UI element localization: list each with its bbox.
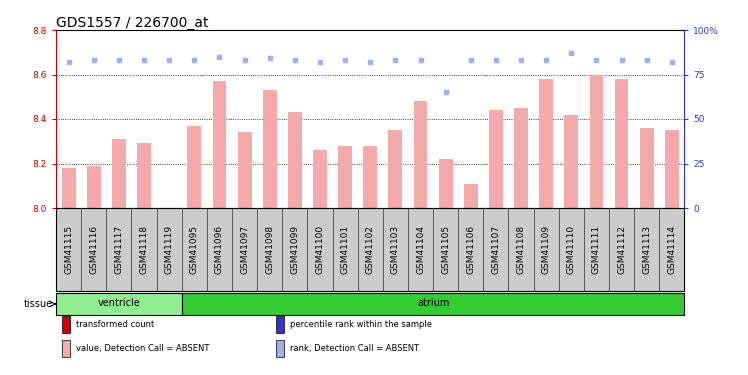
Text: GSM41107: GSM41107 [491,225,500,274]
Text: GSM41109: GSM41109 [542,225,551,274]
Bar [464,183,478,208]
Bar [188,126,201,208]
Bar [276,316,283,333]
Text: GSM41106: GSM41106 [466,225,475,274]
Text: rank, Detection Call = ABSENT: rank, Detection Call = ABSENT [289,344,419,353]
Bar [640,128,654,208]
Bar [62,316,70,333]
Text: atrium: atrium [417,298,450,309]
Text: GSM41095: GSM41095 [190,225,199,274]
Bar [414,101,427,208]
Bar [62,340,70,357]
FancyBboxPatch shape [182,293,684,315]
Text: GSM41097: GSM41097 [240,225,249,274]
Text: tissue: tissue [24,299,53,309]
Bar [276,340,283,357]
Text: GSM41096: GSM41096 [215,225,224,274]
Bar [263,90,277,208]
Bar [62,168,76,208]
Text: percentile rank within the sample: percentile rank within the sample [289,320,432,329]
Bar [87,166,101,208]
Text: GSM41118: GSM41118 [140,225,149,274]
Text: GSM41099: GSM41099 [290,225,299,274]
Text: GSM41111: GSM41111 [592,225,601,274]
Text: GSM41108: GSM41108 [517,225,526,274]
Text: GSM41110: GSM41110 [567,225,576,274]
Text: GSM41101: GSM41101 [340,225,349,274]
Bar [589,75,604,208]
Bar [489,110,503,208]
Text: GDS1557 / 226700_at: GDS1557 / 226700_at [56,16,209,30]
Bar [313,150,327,208]
Bar [514,108,528,208]
Text: GSM41119: GSM41119 [165,225,174,274]
Text: GSM41105: GSM41105 [441,225,450,274]
Text: GSM41102: GSM41102 [366,225,375,274]
Bar [238,132,251,208]
Bar [212,81,227,208]
Bar [364,146,377,208]
Text: GSM41104: GSM41104 [416,225,425,274]
Bar [338,146,352,208]
Text: GSM41098: GSM41098 [266,225,275,274]
Bar [112,139,126,208]
Text: GSM41113: GSM41113 [643,225,652,274]
Bar [565,114,578,208]
Text: GSM41103: GSM41103 [391,225,400,274]
FancyBboxPatch shape [56,293,182,315]
Text: GSM41115: GSM41115 [64,225,73,274]
Text: GSM41100: GSM41100 [316,225,325,274]
Bar [137,144,151,208]
Text: transformed count: transformed count [76,320,154,329]
Text: GSM41112: GSM41112 [617,225,626,274]
Text: GSM41114: GSM41114 [667,225,676,274]
Text: ventricle: ventricle [97,298,141,309]
Bar [439,159,453,208]
Bar [665,130,678,208]
Text: value, Detection Call = ABSENT: value, Detection Call = ABSENT [76,344,209,353]
Text: GSM41116: GSM41116 [89,225,98,274]
Bar [388,130,402,208]
Bar [539,79,553,208]
Bar [288,112,301,208]
Text: GSM41117: GSM41117 [114,225,123,274]
Bar [615,79,628,208]
